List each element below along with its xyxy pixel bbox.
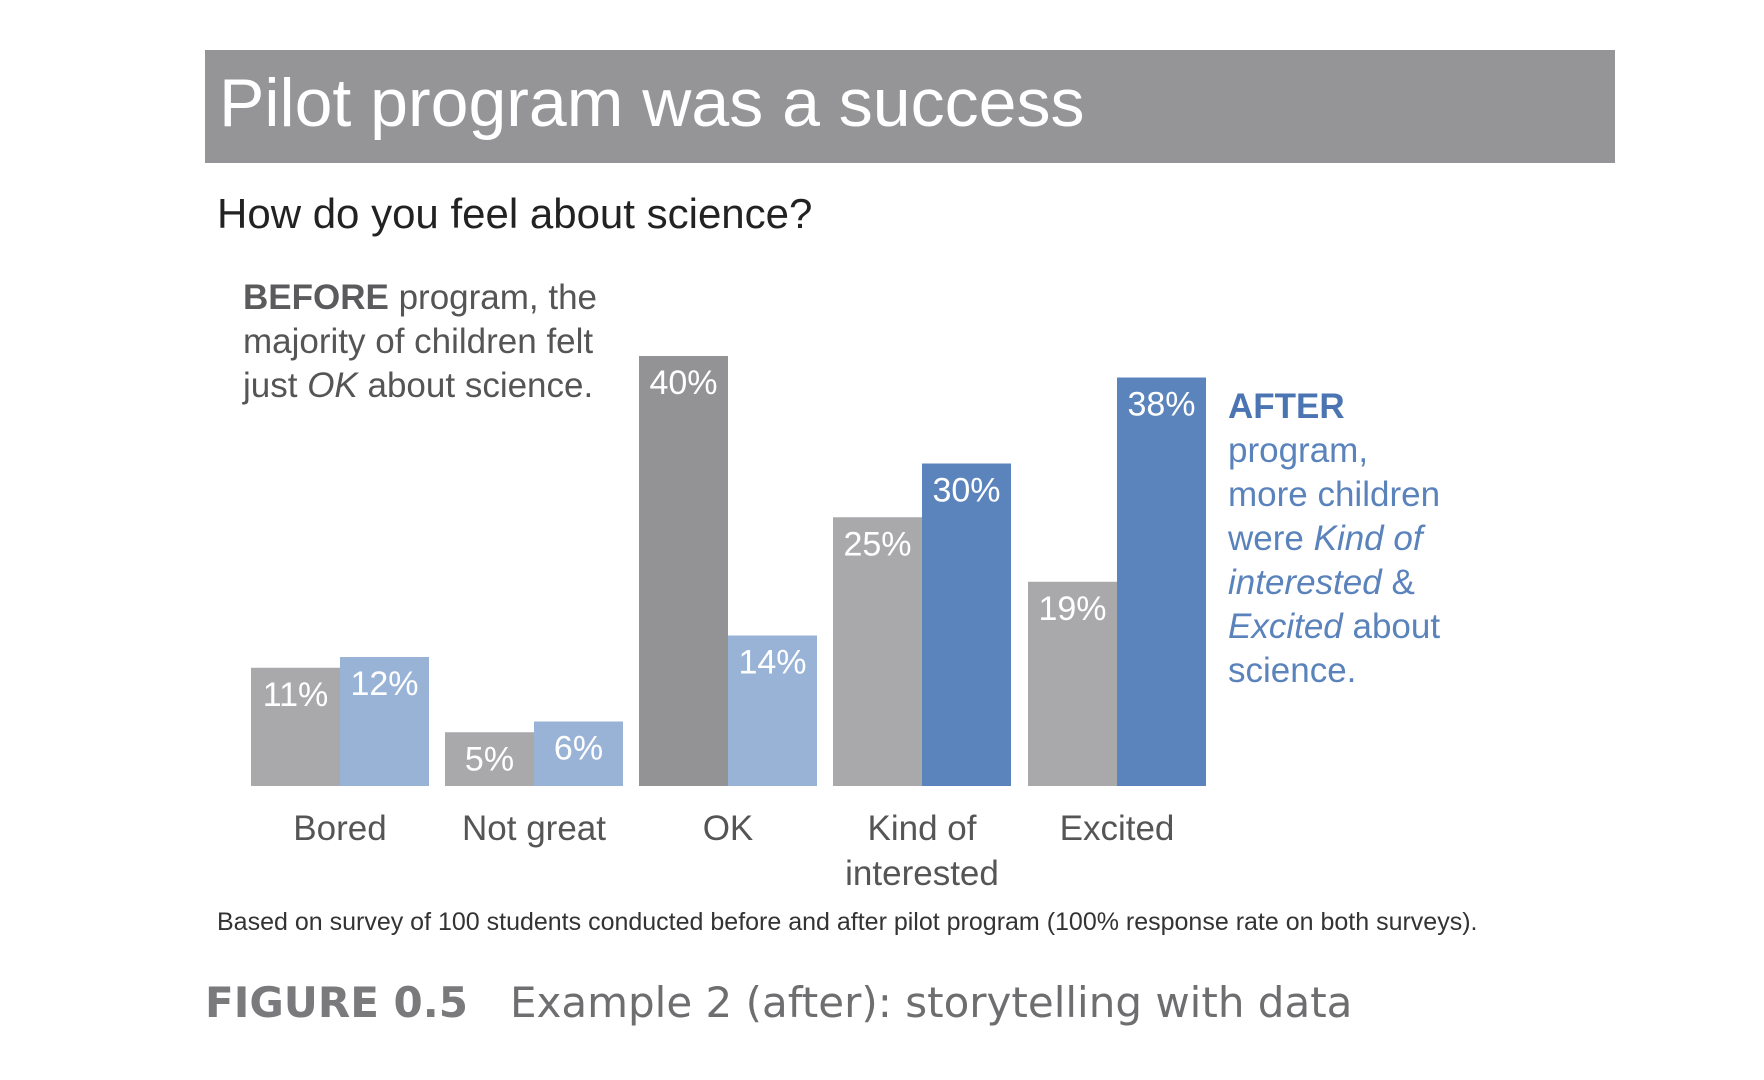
after-annotation-line4-pre: were (1228, 519, 1314, 558)
bar-before-2 (639, 356, 728, 786)
category-label-4: Excited (1060, 809, 1175, 848)
after-annotation-line6-em: Excited (1228, 607, 1343, 646)
after-annotation-line6-post: about (1342, 607, 1441, 646)
title-bar: Pilot program was a success (205, 50, 1615, 163)
bar-after-1 (534, 721, 623, 786)
category-label-0: Bored (293, 809, 386, 848)
data-label-after-3: 30% (932, 472, 1000, 510)
after-annotation: AFTER program, more children were Kind o… (1228, 385, 1528, 693)
bar-after-3 (922, 463, 1011, 786)
data-label-before-4: 19% (1038, 590, 1106, 628)
category-label-2: OK (703, 809, 754, 848)
category-label-3-line1: interested (845, 854, 999, 893)
after-annotation-line5-post: & (1381, 563, 1415, 602)
bar-before-1 (445, 732, 534, 786)
figure-label: FIGURE 0.5 (205, 978, 468, 1027)
before-annotation-bold: BEFORE (243, 278, 389, 317)
after-annotation-line7: science. (1228, 651, 1357, 690)
before-annotation-line2: majority of children felt (243, 322, 594, 361)
before-annotation-line3-pre: just (243, 366, 308, 405)
bar-before-0 (251, 667, 340, 786)
chart-title: Pilot program was a success (219, 65, 1085, 141)
after-annotation-line4-em: Kind of (1313, 519, 1423, 558)
data-label-after-2: 14% (738, 644, 806, 682)
data-label-before-0: 11% (263, 676, 329, 714)
after-annotation-line2: program, (1228, 431, 1369, 470)
before-annotation-line1: program, the (388, 278, 598, 317)
data-label-after-0: 12% (350, 665, 418, 703)
data-label-before-1: 5% (465, 740, 514, 778)
after-annotation-bold: AFTER (1228, 387, 1345, 426)
chart-footnote: Based on survey of 100 students conducte… (217, 908, 1478, 936)
after-annotation-line3: more children (1228, 475, 1441, 514)
bar-after-2 (728, 635, 817, 786)
after-annotation-line5-em: interested (1228, 563, 1382, 602)
data-label-before-2: 40% (649, 364, 717, 402)
figure-text: Example 2 (after): storytelling with dat… (509, 978, 1353, 1027)
before-annotation: BEFORE program, the majority of children… (243, 276, 663, 408)
bar-before-3 (833, 517, 922, 786)
data-label-after-1: 6% (554, 730, 603, 768)
bar-before-4 (1028, 581, 1117, 786)
category-label-3-line0: Kind of (868, 809, 977, 848)
data-label-before-3: 25% (843, 525, 911, 563)
bar-after-0 (340, 657, 429, 786)
bar-after-4 (1117, 377, 1206, 786)
before-annotation-line3-em: OK (307, 366, 358, 405)
figure-caption: FIGURE 0.5 Example 2 (after): storytellin… (205, 978, 1352, 1027)
chart-subtitle: How do you feel about science? (217, 190, 813, 237)
before-annotation-line3-post: about science. (357, 366, 594, 405)
category-label-1: Not great (462, 809, 606, 848)
data-label-after-4: 38% (1127, 386, 1195, 424)
